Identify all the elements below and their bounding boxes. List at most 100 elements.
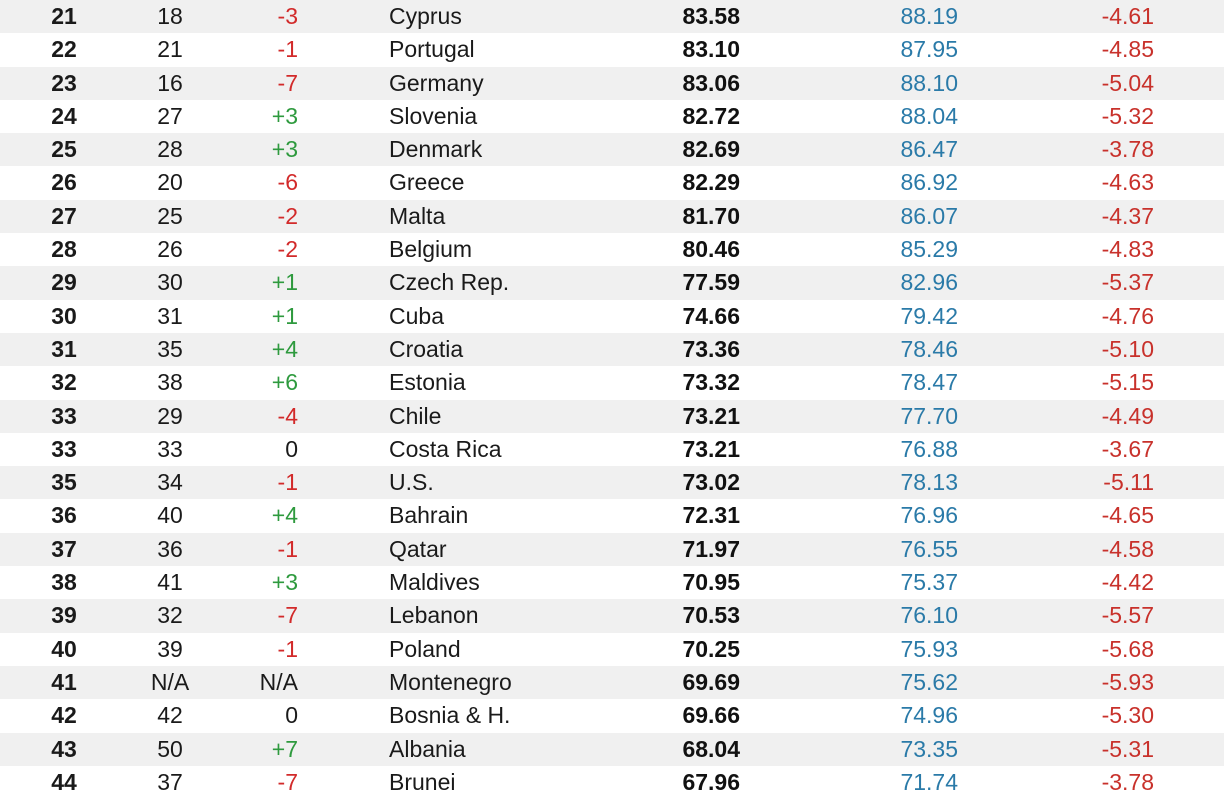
value-a-cell: 86.47 xyxy=(900,136,958,163)
rank-cell: 25 xyxy=(51,136,77,163)
score-cell: 70.25 xyxy=(682,635,740,662)
country-cell: Lebanon xyxy=(389,602,479,629)
country-cell: Estonia xyxy=(389,369,466,396)
previous-rank-cell: 31 xyxy=(157,302,183,329)
value-b-cell: -5.10 xyxy=(1101,335,1154,362)
table-row: 29 30 +1 Czech Rep. 77.59 82.96 -5.37 xyxy=(0,266,1224,300)
score-cell: 82.29 xyxy=(682,169,740,196)
previous-rank-cell: 33 xyxy=(157,435,183,462)
rank-cell: 43 xyxy=(51,735,77,762)
score-cell: 83.10 xyxy=(682,36,740,63)
table-row: 44 37 -7 Brunei 67.96 71.74 -3.78 xyxy=(0,766,1224,799)
previous-rank-cell: 36 xyxy=(157,535,183,562)
value-a-cell: 87.95 xyxy=(900,36,958,63)
value-b-cell: -5.15 xyxy=(1101,369,1154,396)
previous-rank-cell: 40 xyxy=(157,502,183,529)
value-b-cell: -3.67 xyxy=(1101,435,1154,462)
score-cell: 69.69 xyxy=(682,668,740,695)
value-b-cell: -3.78 xyxy=(1101,768,1154,795)
table-row: 28 26 -2 Belgium 80.46 85.29 -4.83 xyxy=(0,233,1224,266)
previous-rank-cell: N/A xyxy=(150,668,190,695)
rank-cell: 38 xyxy=(51,569,77,596)
score-cell: 70.95 xyxy=(682,569,740,596)
previous-rank-cell: 16 xyxy=(157,69,183,96)
previous-rank-cell: 35 xyxy=(157,335,183,362)
rank-cell: 39 xyxy=(51,602,77,629)
value-a-cell: 76.55 xyxy=(900,535,958,562)
score-cell: 67.96 xyxy=(682,768,740,795)
score-cell: 82.69 xyxy=(682,136,740,163)
country-cell: Portugal xyxy=(389,36,475,63)
value-b-cell: -5.57 xyxy=(1101,602,1154,629)
value-a-cell: 76.10 xyxy=(900,602,958,629)
previous-rank-cell: 28 xyxy=(157,136,183,163)
rank-change-cell: +1 xyxy=(271,302,298,329)
rank-cell: 41 xyxy=(51,668,77,695)
table-row: 35 34 -1 U.S. 73.02 78.13 -5.11 xyxy=(0,466,1224,500)
table-row: 33 29 -4 Chile 73.21 77.70 -4.49 xyxy=(0,399,1224,433)
value-a-cell: 86.07 xyxy=(900,202,958,229)
value-a-cell: 71.74 xyxy=(900,768,958,795)
rank-change-cell: -2 xyxy=(277,202,298,229)
rank-cell: 21 xyxy=(51,3,77,29)
rank-cell: 31 xyxy=(51,335,77,362)
score-cell: 73.32 xyxy=(682,369,740,396)
country-cell: Albania xyxy=(389,735,466,762)
value-a-cell: 88.04 xyxy=(900,102,958,129)
rank-change-cell: -1 xyxy=(277,635,298,662)
value-a-cell: 78.13 xyxy=(900,469,958,496)
rank-change-cell: +4 xyxy=(271,335,298,362)
rank-cell: 30 xyxy=(51,302,77,329)
value-a-cell: 88.10 xyxy=(900,69,958,96)
value-b-cell: -4.49 xyxy=(1101,402,1154,429)
rank-change-cell: +1 xyxy=(271,269,298,296)
rank-cell: 22 xyxy=(51,36,77,63)
rank-cell: 40 xyxy=(51,635,77,662)
rank-change-cell: -3 xyxy=(277,3,298,29)
value-a-cell: 86.92 xyxy=(900,169,958,196)
score-cell: 80.46 xyxy=(682,236,740,263)
table-row: 42 42 0 Bosnia & H. 69.66 74.96 -5.30 xyxy=(0,699,1224,732)
value-b-cell: -4.42 xyxy=(1101,569,1154,596)
table-row: 23 16 -7 Germany 83.06 88.10 -5.04 xyxy=(0,66,1224,100)
rank-change-cell: 0 xyxy=(285,702,298,729)
score-cell: 82.72 xyxy=(682,102,740,129)
rank-change-cell: -2 xyxy=(277,236,298,263)
value-b-cell: -4.65 xyxy=(1101,502,1154,529)
country-cell: Chile xyxy=(389,402,442,429)
country-cell: Poland xyxy=(389,635,461,662)
table-row: 37 36 -1 Qatar 71.97 76.55 -4.58 xyxy=(0,532,1224,567)
rank-cell: 32 xyxy=(51,369,77,396)
rank-cell: 35 xyxy=(51,469,77,496)
table-row: 40 39 -1 Poland 70.25 75.93 -5.68 xyxy=(0,633,1224,666)
country-cell: Brunei xyxy=(389,768,456,795)
value-b-cell: -4.58 xyxy=(1101,535,1154,562)
country-cell: Czech Rep. xyxy=(389,269,510,296)
value-b-cell: -5.68 xyxy=(1101,635,1154,662)
previous-rank-cell: 38 xyxy=(157,369,183,396)
value-a-cell: 75.93 xyxy=(900,635,958,662)
value-a-cell: 78.46 xyxy=(900,335,958,362)
rank-cell: 24 xyxy=(51,102,77,129)
value-a-cell: 77.70 xyxy=(900,402,958,429)
previous-rank-cell: 42 xyxy=(157,702,183,729)
rank-change-cell: -1 xyxy=(277,469,298,496)
value-a-cell: 88.19 xyxy=(900,3,958,29)
rank-change-cell: +6 xyxy=(271,369,298,396)
score-cell: 71.97 xyxy=(682,535,740,562)
previous-rank-cell: 20 xyxy=(157,169,183,196)
value-a-cell: 76.88 xyxy=(900,435,958,462)
rank-change-cell: +7 xyxy=(271,735,298,762)
table-row: 39 32 -7 Lebanon 70.53 76.10 -5.57 xyxy=(0,599,1224,633)
value-a-cell: 75.37 xyxy=(900,569,958,596)
rank-cell: 44 xyxy=(51,768,77,795)
table-row: 27 25 -2 Malta 81.70 86.07 -4.37 xyxy=(0,199,1224,234)
table-row: 24 27 +3 Slovenia 82.72 88.04 -5.32 xyxy=(0,100,1224,133)
rank-change-cell: -6 xyxy=(277,169,298,196)
rank-change-cell: -4 xyxy=(277,402,298,429)
value-a-cell: 75.62 xyxy=(900,668,958,695)
country-cell: Malta xyxy=(389,202,446,229)
value-b-cell: -4.37 xyxy=(1101,202,1154,229)
previous-rank-cell: 30 xyxy=(157,269,183,296)
